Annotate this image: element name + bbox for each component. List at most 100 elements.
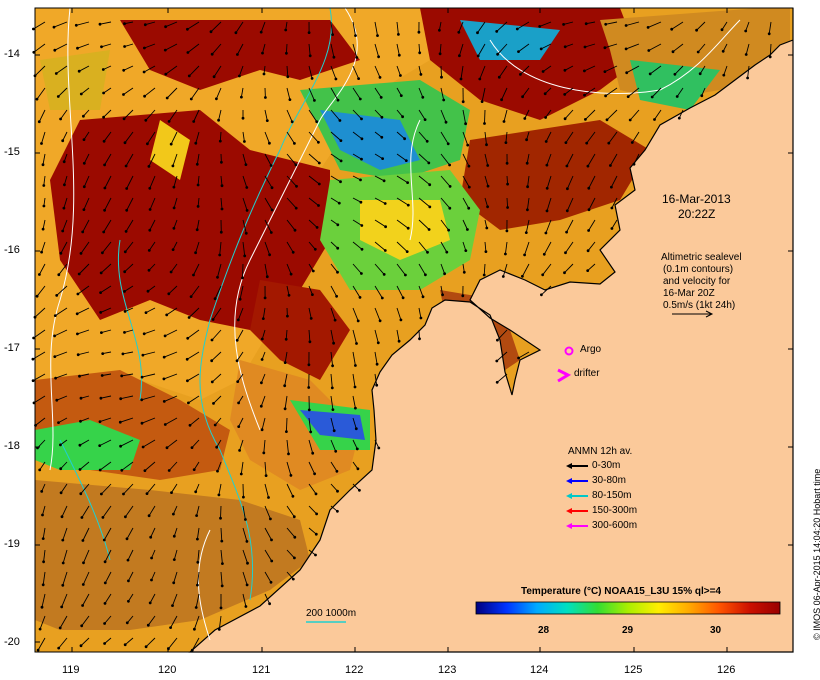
velocity-arrow-head: [670, 27, 674, 31]
velocity-arrow-head: [82, 561, 85, 565]
velocity-arrow-head: [98, 420, 102, 423]
velocity-arrow-head: [219, 516, 222, 520]
velocity-arrow-head: [264, 96, 267, 99]
velocity-arrow: [308, 241, 316, 250]
velocity-arrow-head: [167, 120, 171, 123]
velocity-arrow-head: [120, 468, 124, 472]
velocity-arrow-head: [102, 139, 106, 143]
velocity-arrow: [462, 197, 470, 209]
velocity-arrow: [81, 87, 90, 95]
velocity-arrow: [584, 43, 596, 48]
velocity-arrow: [286, 263, 292, 275]
velocity-arrow-head: [313, 99, 316, 102]
velocity-arrow: [128, 571, 134, 582]
velocity-arrow-head: [61, 538, 65, 542]
velocity-arrow: [127, 549, 134, 561]
velocity-arrow-head: [41, 583, 45, 587]
velocity-arrow: [496, 21, 508, 32]
velocity-arrow: [418, 153, 430, 164]
velocity-arrow: [143, 65, 156, 73]
velocity-arrow-head: [584, 118, 587, 121]
velocity-arrow: [477, 43, 486, 57]
velocity-arrow: [219, 131, 222, 142]
velocity-arrow: [308, 483, 317, 495]
velocity-arrow: [484, 109, 486, 124]
velocity-arrow: [191, 439, 200, 448]
velocity-arrow: [213, 65, 222, 77]
velocity-arrow: [586, 21, 596, 25]
velocity-arrow-head: [267, 496, 270, 499]
velocity-arrow-head: [220, 160, 223, 164]
velocity-arrow-head: [448, 185, 452, 188]
velocity-arrow: [352, 307, 359, 322]
velocity-arrow: [330, 351, 334, 366]
velocity-arrow: [352, 395, 356, 409]
velocity-arrow-head: [99, 396, 103, 400]
velocity-arrow: [101, 329, 112, 334]
altimetry-text-line: 0.5m/s (1kt 24h): [663, 300, 736, 311]
velocity-arrow: [146, 483, 156, 494]
velocity-arrow: [188, 395, 200, 404]
velocity-arrow-head: [495, 380, 499, 384]
velocity-arrow-head: [142, 332, 146, 336]
velocity-arrow-head: [378, 319, 382, 323]
velocity-arrow: [352, 153, 362, 160]
velocity-arrow-head: [103, 602, 107, 605]
velocity-arrow: [352, 373, 356, 388]
velocity-arrow-head: [186, 51, 190, 54]
velocity-arrow-head: [483, 122, 486, 125]
velocity-arrow: [330, 461, 338, 472]
velocity-arrow-head: [170, 491, 173, 494]
velocity-arrow: [210, 21, 222, 33]
velocity-arrow-head: [123, 290, 126, 293]
velocity-arrow: [330, 395, 334, 410]
velocity-arrow-head: [79, 252, 83, 255]
velocity-arrow-head: [284, 28, 288, 32]
velocity-arrow: [566, 175, 574, 189]
velocity-arrow-head: [466, 228, 469, 231]
velocity-arrow: [631, 131, 640, 143]
velocity-arrow-head: [423, 118, 427, 121]
velocity-arrow-head: [164, 25, 168, 29]
velocity-arrow: [374, 351, 378, 365]
velocity-arrow-head: [194, 251, 198, 255]
velocity-arrow: [83, 175, 90, 187]
velocity-arrow-head: [358, 488, 361, 492]
velocity-arrow: [195, 593, 200, 608]
velocity-arrow-head: [446, 142, 450, 146]
velocity-arrow: [264, 197, 273, 211]
velocity-arrow: [264, 461, 267, 476]
land-mass: [188, 8, 794, 653]
velocity-arrow-head: [244, 518, 247, 521]
velocity-arrow-head: [653, 118, 656, 121]
velocity-arrow-head: [220, 539, 224, 543]
velocity-arrow-head: [360, 137, 364, 141]
velocity-arrow-head: [145, 492, 149, 495]
velocity-arrow-head: [187, 316, 191, 319]
velocity-arrow: [308, 153, 320, 164]
velocity-arrow-head: [448, 206, 452, 210]
velocity-arrow-head: [245, 540, 249, 543]
velocity-arrow-head: [294, 163, 298, 167]
velocity-arrow: [330, 43, 335, 58]
velocity-arrow-head: [123, 270, 127, 274]
velocity-arrow-head: [81, 604, 84, 607]
velocity-arrow-head: [307, 363, 311, 367]
velocity-arrow-head: [238, 449, 242, 452]
velocity-arrow: [330, 439, 337, 452]
velocity-arrow: [374, 131, 383, 138]
velocity-arrow-head: [59, 491, 63, 495]
velocity-arrow-head: [461, 294, 465, 298]
velocity-arrow-head: [264, 474, 268, 477]
velocity-arrow: [330, 153, 342, 162]
velocity-arrow-head: [62, 206, 66, 210]
velocity-arrow-head: [478, 77, 482, 81]
velocity-arrow: [43, 549, 46, 562]
velocity-arrow: [723, 65, 728, 76]
velocity-arrow-head: [517, 50, 520, 53]
velocity-arrow-head: [464, 122, 467, 126]
velocity-arrow-head: [122, 117, 126, 121]
velocity-arrow-head: [335, 294, 338, 298]
velocity-arrow-head: [523, 253, 526, 257]
velocity-arrow-head: [196, 537, 199, 541]
